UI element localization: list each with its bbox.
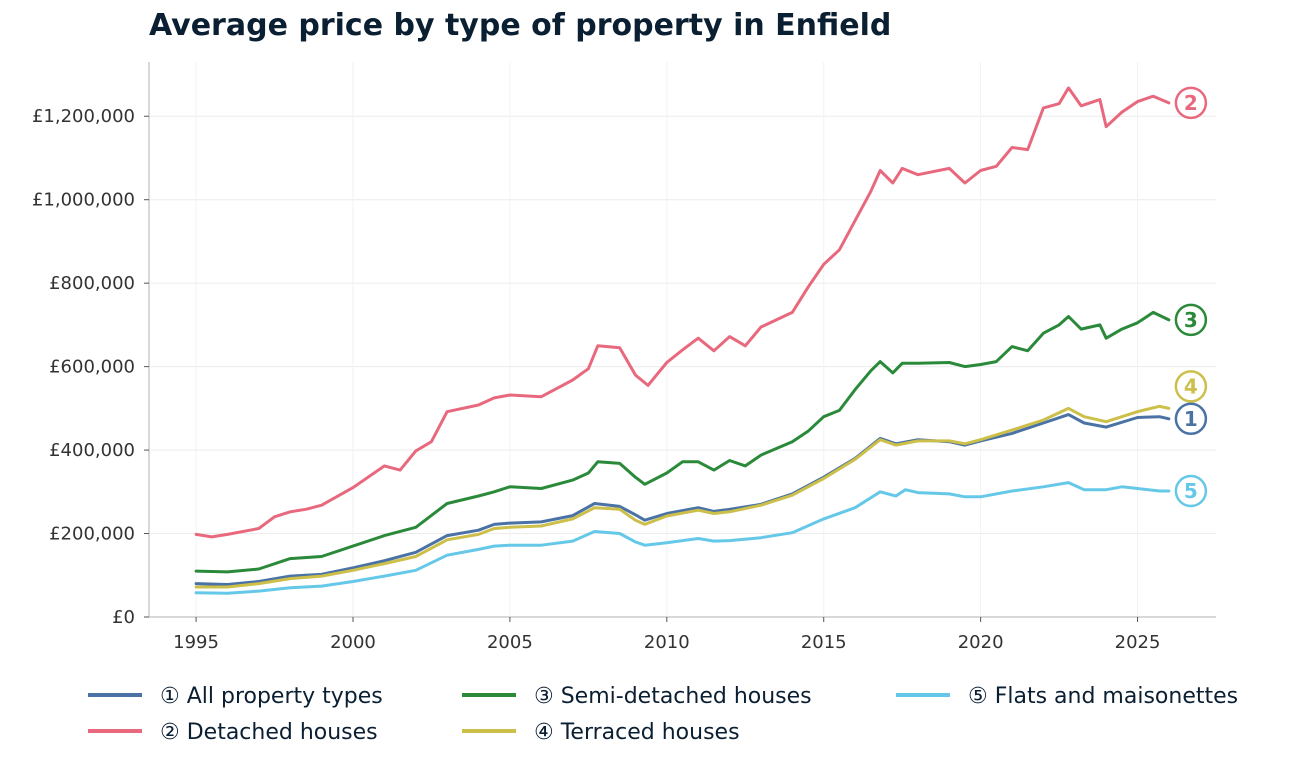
- series-line-2: [194, 86, 1171, 539]
- series-line-3: [194, 310, 1171, 574]
- legend-label: ① All property types: [160, 684, 383, 709]
- series-line-4: [194, 404, 1171, 589]
- x-tick-label: 1995: [173, 632, 219, 653]
- series-line-5: [194, 481, 1171, 595]
- end-label-circle: [1174, 370, 1208, 403]
- end-label-1: 1: [1174, 402, 1208, 436]
- end-label-2: 2: [1174, 86, 1208, 120]
- y-tick-label: £200,000: [49, 524, 135, 545]
- legend-item-4: ④ Terraced houses: [462, 720, 740, 745]
- end-label-text: 3: [1184, 308, 1198, 332]
- end-label-3: 3: [1174, 303, 1208, 337]
- legend-label: ④ Terraced houses: [534, 720, 740, 745]
- x-tick-label: 2010: [644, 632, 690, 653]
- series-lines: [194, 86, 1171, 595]
- end-label-text: 1: [1184, 407, 1198, 431]
- x-axis-ticks: 1995 2000 2005 2010 2015 2020 2025: [173, 617, 1160, 653]
- x-tick-label: 2025: [1115, 632, 1161, 653]
- series-line-1: [194, 413, 1171, 586]
- legend-item-2: ② Detached houses: [88, 720, 378, 745]
- chart-title: Average price by type of property in Enf…: [149, 8, 892, 43]
- axes: [148, 62, 1216, 618]
- legend-item-3: ③ Semi-detached houses: [462, 684, 812, 709]
- y-axis-ticks: £0 £200,000 £400,000 £600,000 £800,000 £1,000…: [32, 106, 149, 628]
- legend-item-5: ⑤ Flats and maisonettes: [896, 684, 1238, 709]
- end-label-circle: [1174, 86, 1208, 120]
- end-label-4: 4: [1174, 370, 1208, 403]
- legend-label: ② Detached houses: [160, 720, 378, 745]
- grid: [149, 62, 1216, 618]
- end-label-text: 2: [1184, 91, 1198, 115]
- end-label-text: 4: [1184, 374, 1198, 398]
- y-tick-label: £1,000,000: [32, 190, 135, 211]
- legend-label: ③ Semi-detached houses: [534, 684, 812, 709]
- end-label-circle: [1174, 402, 1208, 436]
- legend-item-1: ① All property types: [88, 684, 383, 709]
- y-tick-label: £600,000: [49, 357, 135, 378]
- end-label-circle: [1174, 303, 1208, 337]
- legend: ① All property types ② Detached houses ③ S…: [88, 684, 1238, 745]
- series-end-labels: 1 2 3 4 5: [1174, 86, 1208, 508]
- x-tick-label: 2015: [801, 632, 847, 653]
- y-tick-label: £800,000: [49, 273, 135, 294]
- x-tick-label: 2020: [958, 632, 1004, 653]
- legend-label: ⑤ Flats and maisonettes: [968, 684, 1238, 709]
- x-tick-label: 2005: [487, 632, 533, 653]
- y-tick-label: £1,200,000: [32, 106, 135, 127]
- x-tick-label: 2000: [330, 632, 376, 653]
- y-tick-label: £400,000: [49, 440, 135, 461]
- y-tick-label: £0: [112, 607, 135, 628]
- end-label-5: 5: [1174, 474, 1208, 508]
- end-label-circle: [1174, 474, 1208, 508]
- end-label-text: 5: [1184, 479, 1198, 503]
